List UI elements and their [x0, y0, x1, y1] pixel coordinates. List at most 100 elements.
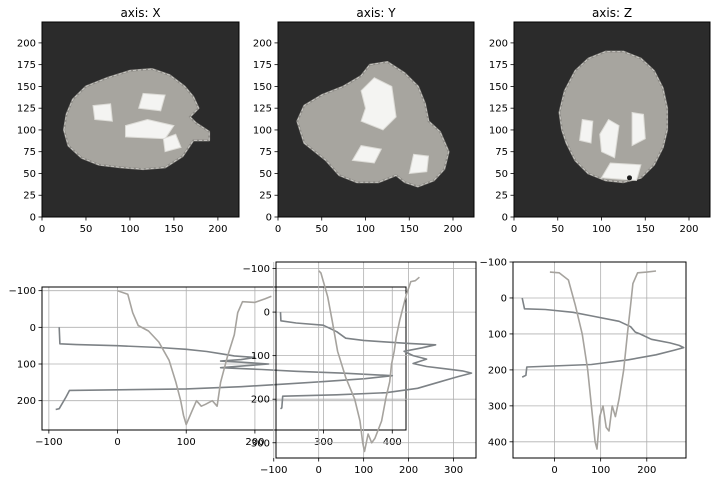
- panel-z-plot: 0 100 200 −100 0 100 200 300 400: [480, 258, 687, 476]
- x-tick-label: 0: [316, 465, 322, 476]
- x-tick-label: 100: [354, 465, 373, 476]
- y-tick-label: 50: [23, 169, 36, 180]
- panel-z-title: axis: Z: [592, 6, 632, 20]
- bright-region: [125, 118, 175, 140]
- y-tick-label: 150: [489, 82, 508, 93]
- series-line: [55, 327, 394, 411]
- x-tick-label: 50: [551, 224, 564, 235]
- x-tick-label: 200: [245, 437, 264, 448]
- x-tick-label: 200: [679, 224, 698, 235]
- y-tick-label: 0: [30, 323, 36, 334]
- x-tick-label: 100: [120, 224, 139, 235]
- bright-region: [408, 153, 430, 175]
- bright-region: [360, 77, 397, 131]
- y-tick-label: 125: [253, 104, 272, 115]
- y-tick-label: −100: [9, 286, 36, 297]
- bright-region: [631, 111, 646, 147]
- plot-area: [521, 270, 685, 450]
- y-tick-label: 175: [489, 60, 508, 71]
- x-tick-label: 300: [444, 465, 463, 476]
- panel-y-image: axis: Y 0 50 100 150 200 0 25 50 75 100 125 150 175 2…: [253, 6, 475, 235]
- axes-frame: [275, 261, 477, 459]
- x-tick-label: 150: [164, 224, 183, 235]
- x-tick-label: 150: [636, 224, 655, 235]
- plot-area: [55, 289, 394, 426]
- panel-x-title: axis: X: [120, 6, 160, 20]
- y-tick-label: 200: [488, 365, 507, 376]
- x-tick-label: 0: [511, 224, 517, 235]
- series-line: [521, 297, 685, 378]
- series-line: [549, 270, 657, 450]
- y-tick-label: 175: [253, 60, 272, 71]
- bright-region: [138, 92, 166, 112]
- axes-frame: [41, 21, 240, 218]
- y-tick-label: 100: [489, 125, 508, 136]
- y-tick-label: 100: [488, 329, 507, 340]
- y-tick-label: 50: [495, 169, 508, 180]
- x-tick-label: 150: [400, 224, 419, 235]
- axes-frame: [277, 21, 475, 218]
- x-tick-label: 200: [443, 224, 462, 235]
- x-tick-label: 200: [399, 465, 418, 476]
- y-tick-label: 100: [251, 351, 270, 362]
- y-tick-label: 175: [17, 60, 36, 71]
- dark-spot: [627, 175, 632, 181]
- y-tick-label: 25: [495, 191, 508, 202]
- y-tick-label: 200: [251, 395, 270, 406]
- grid: [42, 287, 406, 430]
- brain-outline: [558, 51, 668, 183]
- x-tick-label: 200: [208, 224, 227, 235]
- x-tick-label: 200: [637, 465, 656, 476]
- plot-area: [279, 270, 473, 453]
- y-tick-label: 25: [23, 191, 36, 202]
- axes-frame: [513, 21, 711, 218]
- x-tick-label: 100: [591, 465, 610, 476]
- x-tick-label: 100: [356, 224, 375, 235]
- image-content: [63, 68, 211, 171]
- image-content: [296, 61, 450, 188]
- axes-frame: [41, 286, 407, 431]
- y-tick-label: 0: [30, 213, 36, 224]
- y-tick-label: 400: [488, 437, 507, 448]
- x-tick-label: 0: [551, 465, 557, 476]
- brain-outline: [63, 68, 210, 170]
- bright-region: [599, 118, 620, 159]
- x-tick-label: −100: [260, 465, 287, 476]
- bright-region: [351, 145, 383, 164]
- series-line: [318, 270, 420, 453]
- y-tick-label: 75: [23, 147, 36, 158]
- panel-y-title: axis: Y: [356, 6, 396, 20]
- y-tick-label: 75: [495, 147, 508, 158]
- y-tick-label: 0: [266, 213, 272, 224]
- bright-region: [92, 103, 113, 122]
- y-tick-label: 100: [253, 125, 272, 136]
- y-tick-label: 0: [502, 213, 508, 224]
- x-tick-label: 0: [275, 224, 281, 235]
- x-tick-label: 0: [39, 224, 45, 235]
- x-tick-label: 100: [592, 224, 611, 235]
- x-tick-label: 50: [80, 224, 93, 235]
- x-tick-label: −100: [35, 437, 62, 448]
- series-line: [117, 289, 272, 426]
- x-tick-label: 0: [114, 437, 120, 448]
- y-tick-label: 150: [17, 82, 36, 93]
- brain-outline: [296, 61, 450, 188]
- y-tick-label: −100: [243, 264, 270, 275]
- panel-z-image: axis: Z 0 50 100 150 200 0 25 50 75 100 125 150 175 2…: [489, 6, 711, 235]
- x-tick-label: 50: [315, 224, 328, 235]
- grid: [273, 262, 476, 458]
- bright-region: [579, 118, 594, 144]
- y-tick-label: 300: [488, 401, 507, 412]
- y-tick-label: 125: [489, 104, 508, 115]
- y-tick-label: 25: [259, 191, 272, 202]
- y-tick-label: −100: [480, 258, 507, 269]
- panel-x-image: axis: X 0 50 100 150 200 0 25 50 75 100 125 150 175 2…: [17, 6, 240, 235]
- y-tick-label: 150: [253, 82, 272, 93]
- x-tick-label: 100: [177, 437, 196, 448]
- y-tick-label: 200: [489, 38, 508, 49]
- y-tick-label: 200: [17, 396, 36, 407]
- y-tick-label: 75: [259, 147, 272, 158]
- series-line: [279, 312, 473, 410]
